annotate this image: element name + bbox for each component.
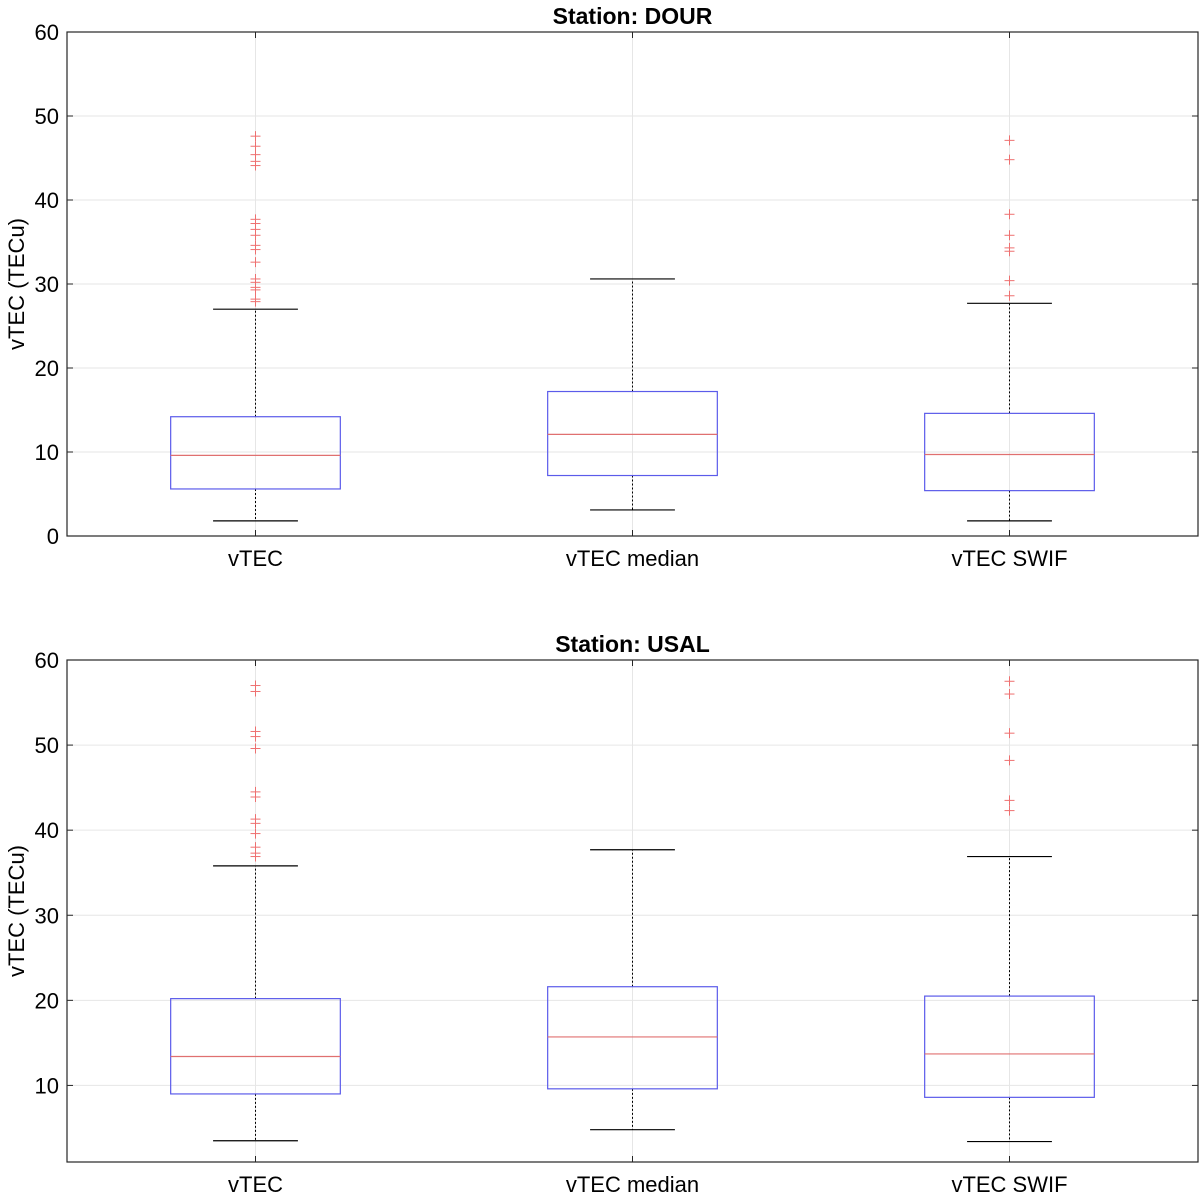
outlier-point xyxy=(1004,755,1015,766)
outlier-point xyxy=(1004,689,1015,700)
outlier-point xyxy=(250,680,261,691)
y-axis-label: vTEC (TECu) xyxy=(4,218,29,350)
outlier-point xyxy=(250,131,261,142)
box xyxy=(170,416,341,490)
x-tick-label: vTEC xyxy=(228,1172,283,1197)
outlier-point xyxy=(1004,728,1015,739)
outlier-point xyxy=(250,743,261,754)
box xyxy=(170,998,341,1095)
x-tick-label: vTEC median xyxy=(566,1172,699,1197)
outlier-point xyxy=(250,141,261,152)
outlier-point xyxy=(1004,805,1015,816)
outlier-point xyxy=(1004,135,1015,146)
y-tick-label: 60 xyxy=(35,20,59,45)
outlier-point xyxy=(250,828,261,839)
y-tick-label: 40 xyxy=(35,818,59,843)
chart-usal: 10 20 30 40 50 60 vTEC vTEC median vTEC SWIF Stat… xyxy=(4,631,1199,1197)
outlier-point xyxy=(250,814,261,825)
outlier-point xyxy=(1004,795,1015,806)
outlier-point xyxy=(1004,230,1015,241)
y-tick-label: 30 xyxy=(35,903,59,928)
outlier-point xyxy=(1004,275,1015,286)
box xyxy=(924,412,1095,492)
outlier-point xyxy=(250,294,261,305)
x-tick-label: vTEC SWIF xyxy=(951,546,1067,571)
y-tick-label: 50 xyxy=(35,104,59,129)
box xyxy=(924,995,1095,1098)
outlier-point xyxy=(1004,242,1015,253)
outlier-point xyxy=(250,726,261,737)
box xyxy=(547,390,718,477)
y-tick-label: 60 xyxy=(35,648,59,673)
outlier-point xyxy=(1004,209,1015,220)
chart-dour: 0 10 20 30 40 50 60 vTEC vTEC median vTEC SWIF Sta… xyxy=(4,3,1199,571)
outlier-point xyxy=(1004,676,1015,687)
chart-title: Station: DOUR xyxy=(553,3,713,29)
outlier-point xyxy=(250,273,261,284)
chart-title: Station: USAL xyxy=(555,631,710,657)
outlier-point xyxy=(250,240,261,251)
y-tick-label: 20 xyxy=(35,356,59,381)
outlier-point xyxy=(1004,290,1015,301)
x-tick-label: vTEC xyxy=(228,546,283,571)
outlier-point xyxy=(250,257,261,268)
y-tick-label: 40 xyxy=(35,188,59,213)
x-tick-label: vTEC SWIF xyxy=(951,1172,1067,1197)
outlier-point xyxy=(250,842,261,853)
box xyxy=(547,986,718,1090)
y-tick-label: 0 xyxy=(47,524,59,549)
y-tick-label: 20 xyxy=(35,988,59,1013)
y-tick-label: 10 xyxy=(35,440,59,465)
y-tick-label: 10 xyxy=(35,1073,59,1098)
y-tick-label: 50 xyxy=(35,733,59,758)
outlier-point xyxy=(250,786,261,797)
y-axis-label: vTEC (TECu) xyxy=(4,845,29,977)
outlier-point xyxy=(250,214,261,225)
x-tick-label: vTEC median xyxy=(566,546,699,571)
outlier-point xyxy=(1004,154,1015,165)
outlier-point xyxy=(250,149,261,160)
y-tick-label: 30 xyxy=(35,272,59,297)
